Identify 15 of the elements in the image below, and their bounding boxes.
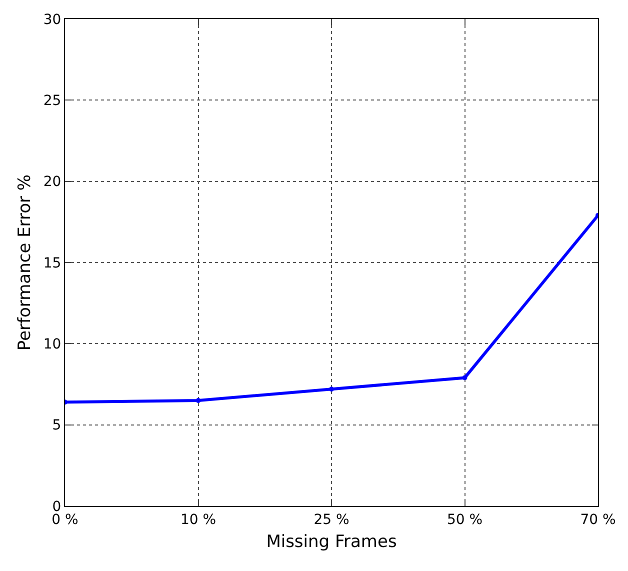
y-tick-label: 25 xyxy=(43,93,62,110)
y-tick-label: 20 xyxy=(43,174,62,190)
y-tick-label: 30 xyxy=(43,12,62,28)
point xyxy=(329,386,334,392)
x-tick-label: 25 % xyxy=(314,512,350,528)
point xyxy=(196,398,201,403)
x-tick-label: 70 % xyxy=(580,512,616,528)
point xyxy=(462,375,468,380)
x-tick-label: 50 % xyxy=(446,512,483,528)
x-tick-label: 10 % xyxy=(180,512,216,528)
x-axis-title: Missing Frames xyxy=(266,532,397,552)
y-axis-title: Performance Error % xyxy=(14,174,35,351)
y-tick-label: 15 xyxy=(43,255,62,272)
y-tick-label: 5 xyxy=(52,418,62,434)
y-tick-label: 10 xyxy=(43,336,62,353)
